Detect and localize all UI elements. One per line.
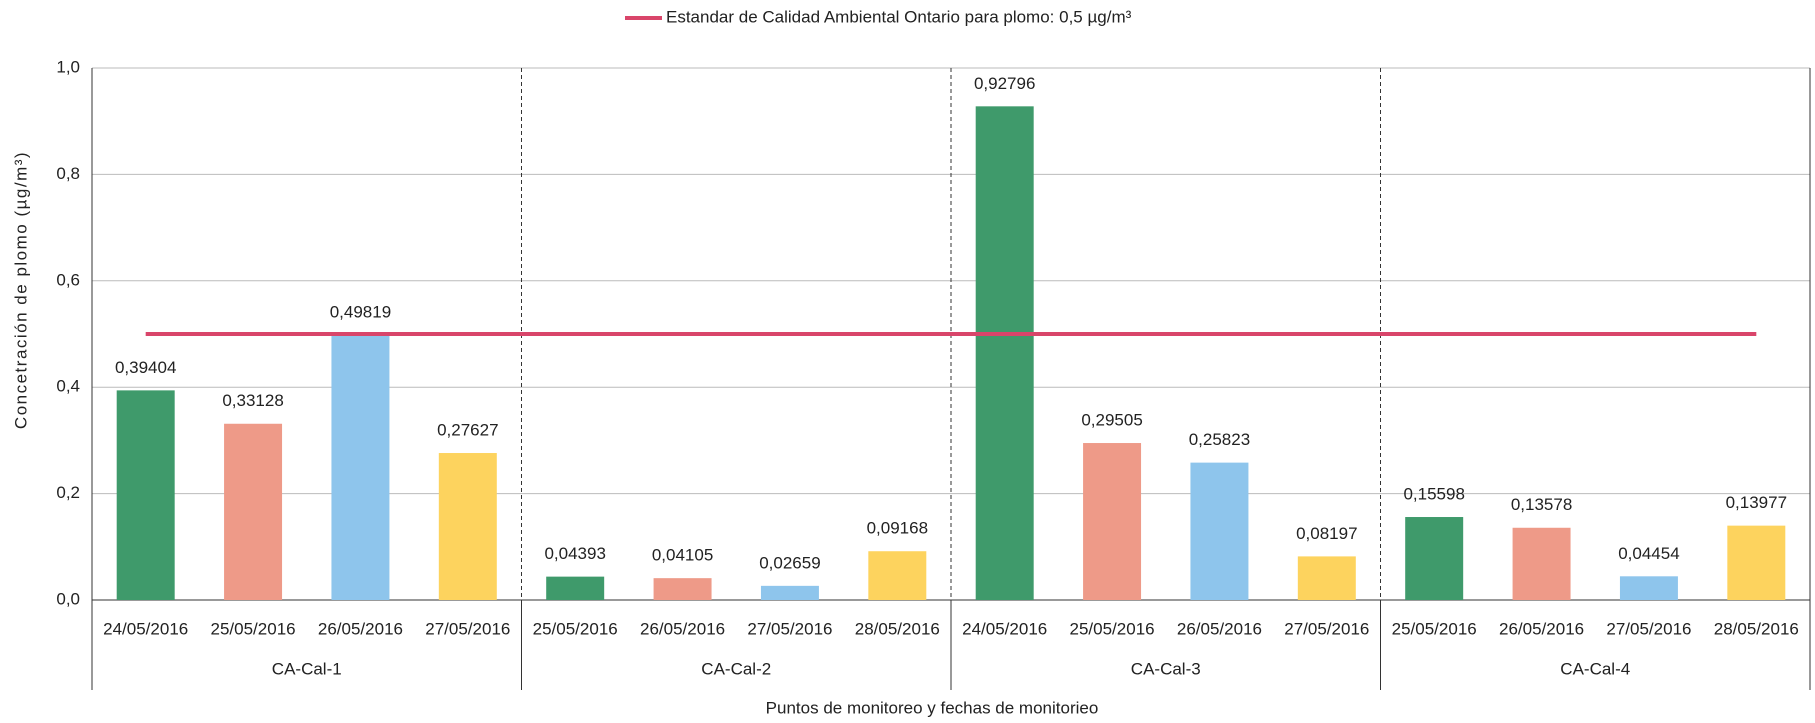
bar (1297, 556, 1356, 600)
x-tick-label: 27/05/2016 (747, 619, 832, 638)
bar (1190, 462, 1249, 600)
value-label: 0,04454 (1618, 544, 1679, 563)
y-tick-label: 1,0 (56, 57, 80, 76)
value-label: 0,25823 (1189, 430, 1250, 449)
bar (438, 453, 497, 600)
x-tick-label: 27/05/2016 (425, 619, 510, 638)
x-tick-label: 26/05/2016 (1177, 619, 1262, 638)
x-tick-label: 24/05/2016 (103, 619, 188, 638)
group-label: CA-Cal-2 (701, 659, 771, 678)
bar (224, 423, 283, 600)
bar (1727, 525, 1786, 600)
value-label: 0,02659 (759, 553, 820, 572)
x-tick-label: 28/05/2016 (855, 619, 940, 638)
value-label: 0,13977 (1726, 493, 1787, 512)
group-label: CA-Cal-3 (1131, 659, 1201, 678)
x-tick-label: 26/05/2016 (1499, 619, 1584, 638)
x-tick-label: 28/05/2016 (1714, 619, 1799, 638)
bar (1405, 517, 1464, 600)
value-label: 0,13578 (1511, 495, 1572, 514)
value-label: 0,39404 (115, 358, 176, 377)
y-tick-label: 0,6 (56, 270, 80, 289)
y-tick-label: 0,8 (56, 164, 80, 183)
bar (331, 334, 390, 600)
bar (868, 551, 927, 600)
value-label: 0,29505 (1081, 411, 1142, 430)
x-tick-label: 26/05/2016 (318, 619, 403, 638)
bar (1083, 443, 1142, 600)
bar (546, 576, 605, 600)
x-axis-title: Puntos de monitoreo y fechas de monitori… (766, 698, 1099, 717)
value-label: 0,08197 (1296, 524, 1357, 543)
value-label: 0,09168 (867, 519, 928, 538)
value-label: 0,49819 (330, 302, 391, 321)
y-axis-title: Concetración de plomo (µg/m³) (11, 151, 30, 429)
bar (760, 585, 819, 600)
legend-label: Estandar de Calidad Ambiental Ontario pa… (666, 7, 1132, 26)
group-label: CA-Cal-1 (272, 659, 342, 678)
value-label: 0,33128 (222, 391, 283, 410)
x-tick-label: 25/05/2016 (533, 619, 618, 638)
y-tick-label: 0,4 (56, 377, 80, 396)
bar (116, 390, 175, 600)
y-tick-label: 0,2 (56, 483, 80, 502)
y-tick-label: 0,0 (56, 589, 80, 608)
x-tick-label: 25/05/2016 (1392, 619, 1477, 638)
x-tick-label: 25/05/2016 (1070, 619, 1155, 638)
x-tick-label: 25/05/2016 (211, 619, 296, 638)
bar (1619, 576, 1678, 600)
bar (1512, 527, 1571, 600)
bar (975, 106, 1034, 600)
x-tick-label: 27/05/2016 (1284, 619, 1369, 638)
value-label: 0,92796 (974, 74, 1035, 93)
bar (653, 578, 712, 600)
x-tick-label: 24/05/2016 (962, 619, 1047, 638)
value-label: 0,04105 (652, 546, 713, 565)
value-label: 0,04393 (544, 544, 605, 563)
value-label: 0,15598 (1403, 485, 1464, 504)
x-tick-label: 26/05/2016 (640, 619, 725, 638)
value-label: 0,27627 (437, 421, 498, 440)
group-label: CA-Cal-4 (1560, 659, 1630, 678)
x-tick-label: 27/05/2016 (1606, 619, 1691, 638)
